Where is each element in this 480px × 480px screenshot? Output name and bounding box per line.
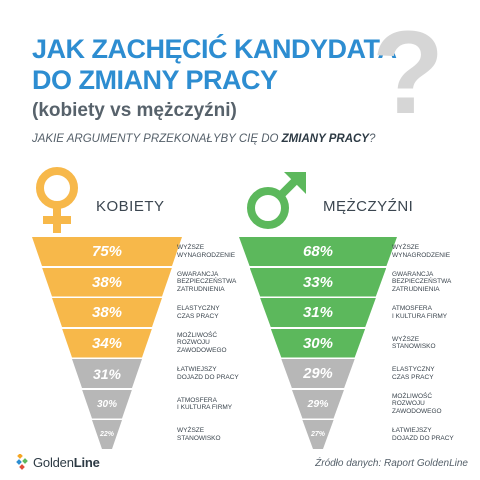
men-label: MĘŻCZYŹNI — [323, 198, 414, 215]
question-suffix: ? — [368, 133, 376, 145]
funnel-segment: 30% — [82, 389, 132, 419]
segment-label: MOŻLIWOŚĆ ROZWOJU ZAWODOWEGO — [177, 332, 227, 355]
women-label: KOBIETY — [96, 198, 165, 215]
segment-label-line: WYNAGRODZENIE — [177, 251, 236, 259]
segment-value: 30% — [302, 334, 333, 352]
page-subtitle: (kobiety vs mężczyźni) — [32, 100, 237, 121]
male-symbol-icon — [247, 172, 306, 229]
segment-label: ŁATWIEJSZY DOJAZD DO PRACY — [177, 366, 239, 381]
question-prefix: JAKIE ARGUMENTY PRZEKONAŁYBY CIĘ DO — [32, 133, 282, 145]
segment-label-line: BEZPIECZEŃSTWA — [392, 278, 452, 286]
segment-label-line: STANOWISKO — [177, 434, 221, 442]
segment-label: ELASTYCZNY CZAS PRACY — [392, 366, 435, 381]
funnel-segment: 38% — [52, 298, 162, 327]
funnel-segment: 29% — [291, 389, 345, 419]
segment-label-line: CZAS PRACY — [177, 312, 219, 320]
funnel-segment: 31% — [72, 359, 142, 388]
segment-label-line: ELASTYCZNY — [392, 366, 435, 373]
segment-label-line: ZAWODOWEGO — [392, 407, 442, 415]
segment-value: 27% — [310, 431, 325, 438]
segment-label: ELASTYCZNY CZAS PRACY — [177, 305, 220, 320]
segment-label-line: GWARANCJA — [392, 270, 434, 278]
segment-label-line: WYŻSZE — [177, 427, 205, 434]
funnel-segment: 75% — [32, 237, 182, 266]
logo-golden: Golden — [33, 454, 74, 470]
segment-value: 29% — [303, 365, 333, 382]
segment-label-line: ATMOSFERA — [177, 396, 217, 404]
funnel-segment: 33% — [249, 267, 387, 297]
segment-label-line: STANOWISKO — [392, 343, 436, 350]
segment-value: 34% — [91, 334, 123, 352]
segment-label-line: ZAWODOWEGO — [177, 346, 227, 354]
page-title: JAK ZACHĘCIĆ KANDYDATA DO ZMIANY PRACY — [32, 34, 397, 96]
segment-value: 30% — [96, 398, 117, 410]
segment-label-line: ŁATWIEJSZY — [392, 427, 432, 434]
segment-label-line: CZAS PRACY — [392, 373, 434, 381]
goldenline-logo: GoldenLine — [14, 454, 100, 470]
segment-label-line: WYŻSZE — [177, 244, 205, 251]
data-source: Źródło danych: Raport GoldenLine — [315, 458, 468, 469]
segment-label-line: DOJAZD DO PRACY — [177, 373, 239, 381]
survey-question: JAKIE ARGUMENTY PRZEKONAŁYBY CIĘ DO ZMIA… — [32, 133, 462, 145]
female-symbol-icon — [36, 167, 78, 233]
question-bold: ZMIANY PRACY — [281, 133, 369, 145]
funnel-segment: 38% — [42, 267, 172, 297]
segment-label: WYŻSZE WYNAGRODZENIE — [392, 244, 450, 259]
segment-label-line: WYŻSZE — [392, 335, 420, 343]
title-line-1: JAK ZACHĘCIĆ KANDYDATA — [32, 34, 397, 64]
segment-label: ATMOSFERA I KULTURA FIRMY — [177, 397, 232, 412]
segment-label-line: ELASTYCZNY — [177, 305, 220, 312]
segment-label-line: DOJAZD DO PRACY — [392, 434, 454, 442]
funnel-segment: 22% — [92, 420, 122, 449]
segment-label: ATMOSFERA I KULTURA FIRMY — [392, 305, 447, 320]
segment-value: 38% — [91, 273, 123, 291]
segment-label: GWARANCJA BEZPIECZEŃSTWA ZATRUDNIENIA — [392, 271, 451, 294]
funnel-segment: 27% — [302, 420, 334, 449]
segment-value: 31% — [92, 365, 122, 382]
logo-line: Line — [73, 454, 100, 470]
segment-value: 33% — [302, 273, 333, 291]
segment-label-line: I KULTURA FIRMY — [392, 312, 448, 320]
funnel-segment: 68% — [239, 237, 397, 266]
segment-label-line: MOŻLIWOŚĆ — [392, 392, 433, 400]
segment-value: 31% — [302, 304, 333, 321]
segment-label-line: I KULTURA FIRMY — [177, 404, 233, 411]
segment-value: 22% — [99, 431, 114, 438]
funnel-segment: 30% — [270, 328, 366, 358]
segment-label-line: GWARANCJA — [177, 270, 219, 278]
question-mark-icon: ? — [372, 7, 445, 139]
segment-value: 38% — [91, 304, 123, 321]
segment-value: 29% — [307, 398, 329, 410]
segment-label-line: WYŻSZE — [392, 244, 420, 251]
segment-label-line: BEZPIECZEŃSTWA — [177, 278, 237, 286]
segment-label-line: ŁATWIEJSZY — [177, 366, 217, 373]
segment-label: MOŻLIWOŚĆ ROZWOJU ZAWODOWEGO — [392, 393, 442, 416]
segment-label-line: ZATRUDNIENIA — [177, 285, 225, 293]
segment-label: ŁATWIEJSZY DOJAZD DO PRACY — [392, 427, 454, 442]
segment-value: 68% — [302, 243, 334, 260]
funnel-segment: 31% — [260, 298, 376, 327]
segment-value: 75% — [91, 243, 123, 260]
segment-label-line: ZATRUDNIENIA — [392, 285, 440, 293]
segment-label-line: ATMOSFERA — [392, 305, 432, 312]
segment-label: WYŻSZE STANOWISKO — [177, 427, 221, 442]
segment-label: WYŻSZE STANOWISKO — [392, 336, 436, 351]
segment-label: WYŻSZE WYNAGRODZENIE — [177, 244, 235, 259]
segment-label-line: MOŻLIWOŚĆ — [177, 331, 218, 339]
funnel-segment: 34% — [62, 328, 152, 358]
segment-label-line: WYNAGRODZENIE — [392, 251, 451, 259]
segment-label-line: ROZWOJU — [177, 339, 210, 347]
funnel-segment: 29% — [281, 359, 355, 388]
segment-label-line: ROZWOJU — [392, 400, 425, 408]
goldenline-logo-icon — [16, 454, 28, 470]
segment-label: GWARANCJA BEZPIECZEŃSTWA ZATRUDNIENIA — [177, 271, 236, 294]
title-line-2: DO ZMIANY PRACY — [32, 65, 278, 95]
